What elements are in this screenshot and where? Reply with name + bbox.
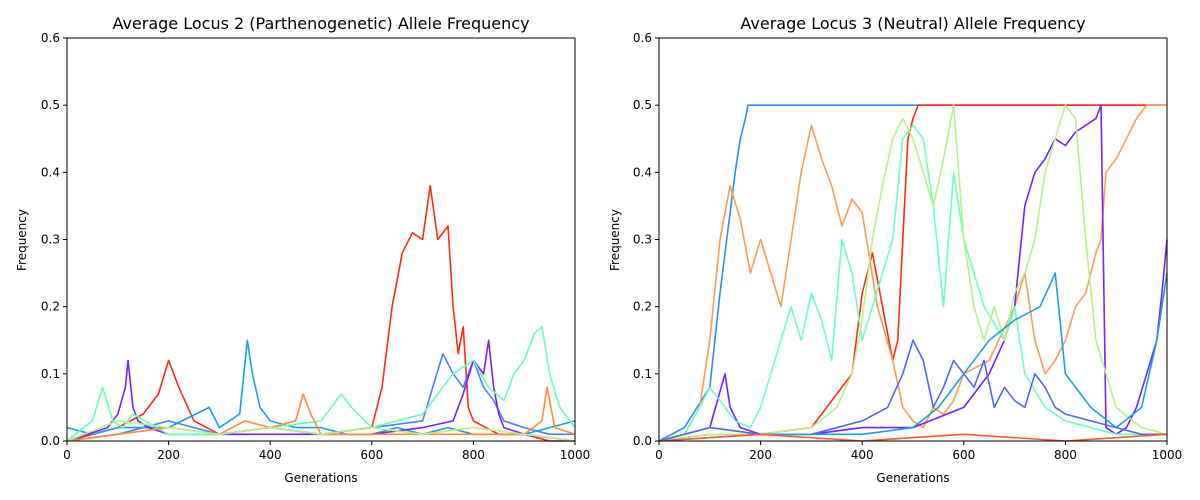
y-axis-label: Frequency — [15, 209, 29, 271]
y-tick-label: 0.1 — [633, 367, 652, 381]
series-line-9 — [658, 433, 1168, 442]
series-line-7 — [658, 339, 1167, 442]
x-axis-label: Generations — [284, 471, 357, 485]
y-tick-label: 0.2 — [41, 300, 60, 314]
y-tick-label: 0.1 — [41, 367, 60, 381]
y-tick-label: 0.6 — [633, 31, 652, 45]
series-line-2 — [66, 352, 575, 442]
series-line-4 — [66, 339, 576, 442]
x-tick-label: 1000 — [1152, 448, 1183, 462]
y-axis-label: Frequency — [608, 209, 622, 271]
y-tick-label: 0.3 — [41, 233, 60, 247]
y-tick-label: 0.4 — [633, 165, 652, 179]
series-line-1 — [66, 185, 575, 442]
y-tick-label: 0.0 — [41, 434, 60, 448]
series-line-7 — [66, 420, 576, 442]
y-tick-label: 0.2 — [633, 300, 652, 314]
x-tick-label: 800 — [1054, 448, 1077, 462]
x-tick-label: 600 — [360, 448, 383, 462]
chart-title: Average Locus 3 (Neutral) Allele Frequen… — [740, 14, 1085, 33]
x-tick-label: 0 — [63, 448, 71, 462]
y-tick-label: 0.6 — [41, 31, 60, 45]
y-tick-label: 0.3 — [633, 233, 652, 247]
chart-locus-2: Average Locus 2 (Parthenogenetic) Allele… — [15, 14, 590, 485]
y-tick-label: 0.5 — [41, 98, 60, 112]
series-line-6 — [658, 104, 1168, 442]
series-layer — [658, 104, 1168, 442]
chart-locus-3: Average Locus 3 (Neutral) Allele Frequen… — [608, 14, 1182, 485]
x-tick-label: 200 — [157, 448, 180, 462]
tick-layer: 0 200 400 600 800 1000 0.0 0.1 0.2 0.3 0.4 0.5 0.6 — [41, 31, 590, 462]
x-tick-label: 400 — [851, 448, 874, 462]
plot-frame — [66, 37, 576, 442]
series-line-8 — [658, 272, 1168, 442]
y-tick-label: 0.5 — [633, 98, 652, 112]
tick-layer: 0 200 400 600 800 1000 0.0 0.1 0.2 0.3 0.4 0.5 0.6 — [633, 31, 1182, 462]
x-tick-label: 1000 — [560, 448, 591, 462]
series-layer — [66, 185, 576, 442]
series-line-3 — [658, 104, 1167, 442]
x-tick-label: 600 — [952, 448, 975, 462]
chart-title: Average Locus 2 (Parthenogenetic) Allele… — [112, 14, 529, 33]
x-tick-label: 200 — [749, 448, 772, 462]
x-tick-label: 0 — [655, 448, 663, 462]
x-axis-label: Generations — [876, 471, 949, 485]
x-tick-label: 800 — [462, 448, 485, 462]
series-line-5 — [658, 124, 1167, 442]
y-tick-label: 0.4 — [41, 165, 60, 179]
x-tick-label: 400 — [259, 448, 282, 462]
plot-frame — [658, 37, 1168, 442]
y-tick-label: 0.0 — [633, 434, 652, 448]
